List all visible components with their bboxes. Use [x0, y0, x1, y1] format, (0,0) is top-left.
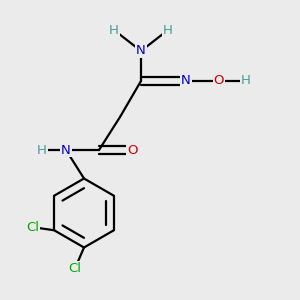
- Text: H: H: [163, 23, 173, 37]
- Text: N: N: [136, 44, 146, 58]
- Text: O: O: [127, 143, 137, 157]
- Text: H: H: [241, 74, 251, 88]
- Text: O: O: [214, 74, 224, 88]
- Text: H: H: [109, 23, 119, 37]
- Text: N: N: [181, 74, 191, 88]
- Text: H: H: [37, 143, 47, 157]
- Text: Cl: Cl: [27, 221, 40, 234]
- Text: N: N: [61, 143, 71, 157]
- Text: Cl: Cl: [68, 262, 82, 275]
